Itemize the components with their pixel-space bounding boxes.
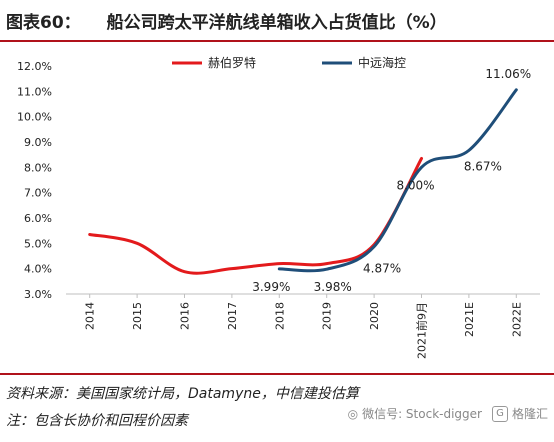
figure-header: 图表60： 船公司跨太平洋航线单箱收入占货值比（%）	[0, 0, 554, 40]
y-tick-label: 5.0%	[24, 237, 52, 250]
y-tick-label: 4.0%	[24, 263, 52, 276]
x-tick-label: 2016	[179, 302, 192, 330]
x-tick-label: 2015	[131, 302, 144, 330]
y-tick-label: 11.0%	[17, 85, 52, 98]
figure-number: 图表60：	[6, 12, 81, 33]
data-label: 4.87%	[363, 262, 401, 276]
top-divider	[0, 40, 554, 42]
x-tick-label: 2017	[226, 302, 239, 330]
x-tick-label: 2020	[368, 302, 381, 330]
watermark-text: 微信号: Stock-digger	[362, 407, 482, 421]
footnotes: 资料来源：美国国家统计局，Datamyne，中信建投估算 注：包含长协价和回程价…	[6, 381, 359, 435]
watermark: ◎ 微信号: Stock-digger G 格隆汇	[348, 405, 548, 422]
y-tick-label: 9.0%	[24, 136, 52, 149]
x-tick-label: 2021E	[463, 302, 476, 337]
chart-title: 船公司跨太平洋航线单箱收入占货值比（%）	[106, 12, 447, 33]
data-label: 8.00%	[396, 178, 434, 192]
remark-note: 注：包含长协价和回程价因素	[6, 413, 188, 429]
source-note: 资料来源：美国国家统计局，Datamyne，中信建投估算	[6, 386, 359, 402]
series-lines	[88, 88, 518, 275]
y-tick-label: 10.0%	[17, 111, 52, 124]
wechat-icon: ◎	[347, 406, 359, 421]
y-tick-label: 7.0%	[24, 187, 52, 200]
x-tick-label: 2021前9月	[415, 302, 429, 359]
x-tick-label: 2019	[321, 302, 334, 330]
y-tick-label: 6.0%	[24, 212, 52, 225]
y-axis-ticks: 3.0% 4.0% 5.0% 6.0% 7.0% 8.0% 9.0% 10.0% 11.0% 12…	[17, 60, 52, 301]
y-tick-label: 12.0%	[17, 60, 52, 73]
series-line-1	[88, 156, 423, 275]
x-axis-ticks: 2014 2015 2016 2017 2018 2019 2020 2021前9月 2021E…	[84, 302, 524, 359]
line-chart: 3.0% 4.0% 5.0% 6.0% 7.0% 8.0% 9.0% 10.0% 11.0% 12…	[17, 55, 540, 359]
y-tick-label: 8.0%	[24, 161, 52, 174]
watermark-brand: 格隆汇	[511, 407, 548, 421]
x-tick-label: 2018	[273, 302, 286, 330]
data-label: 8.67%	[464, 159, 502, 173]
series-line-2	[277, 88, 518, 273]
bottom-divider	[0, 373, 554, 375]
brand-logo-icon: G	[491, 405, 508, 422]
y-tick-label: 3.0%	[24, 288, 52, 301]
chart-grid	[66, 293, 540, 298]
data-label: 11.06%	[485, 67, 531, 81]
legend-label-1: 赫伯罗特	[208, 55, 256, 70]
legend-label-2: 中远海控	[358, 55, 406, 70]
x-tick-label: 2014	[84, 302, 97, 330]
x-tick-label: 2022E	[510, 302, 523, 337]
data-label: 3.98%	[314, 280, 352, 294]
data-label: 3.99%	[252, 280, 290, 294]
legend: 赫伯罗特 中远海控	[172, 55, 406, 70]
data-labels: 3.99% 3.98% 4.87% 8.00% 8.67% 11.06%	[252, 67, 531, 294]
